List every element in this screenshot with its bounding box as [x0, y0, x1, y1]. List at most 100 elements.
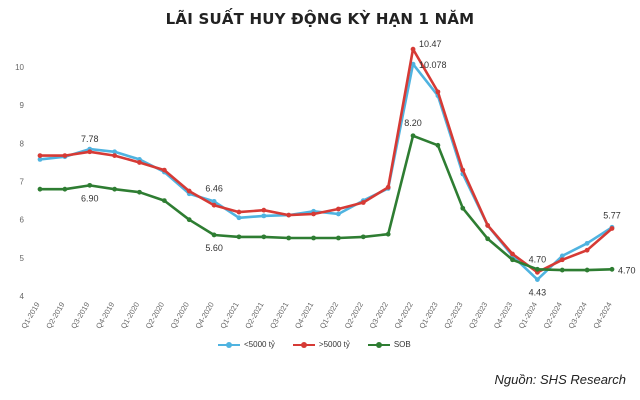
x-tick-label: Q2-2019: [44, 301, 66, 331]
legend-item-over-5000: >5000 tỷ: [292, 340, 350, 349]
x-tick-label: Q4-2021: [293, 301, 315, 331]
data-point: [236, 234, 242, 240]
data-point: [211, 232, 217, 238]
x-tick-label: Q2-2023: [442, 301, 464, 331]
data-point: [609, 226, 615, 231]
legend-label-under-5000: <5000 tỷ: [244, 340, 275, 349]
data-point: [336, 211, 341, 217]
data-point: [584, 247, 590, 253]
data-point: [62, 153, 68, 158]
data-label: 10.47: [419, 39, 442, 49]
data-label: 5.77: [603, 210, 621, 220]
series-line: [39, 62, 613, 281]
data-point: [236, 215, 242, 221]
data-point: [584, 267, 590, 273]
y-tick-label: 10: [15, 63, 24, 72]
x-tick-label: Q1-2020: [119, 301, 141, 331]
x-tick-label: Q3-2019: [69, 301, 91, 331]
y-tick-label: 9: [20, 101, 25, 110]
data-point: [510, 257, 515, 263]
data-point: [161, 198, 167, 204]
data-point: [336, 206, 341, 212]
series-line: [40, 134, 613, 272]
data-point: [261, 213, 267, 219]
x-tick-label: Q3-2022: [368, 301, 390, 331]
data-point: [311, 211, 316, 217]
data-label: 8.20: [404, 118, 422, 128]
data-point: [385, 184, 391, 190]
data-point: [186, 217, 192, 223]
x-tick-label: Q1-2023: [417, 301, 439, 331]
data-point: [137, 160, 142, 165]
data-label: 6.90: [81, 193, 99, 203]
data-point: [336, 235, 341, 241]
data-point: [311, 235, 316, 241]
data-point: [559, 267, 565, 273]
x-tick-label: Q2-2024: [542, 301, 564, 331]
data-label: 5.60: [205, 243, 223, 253]
data-point: [87, 182, 93, 188]
data-point: [211, 198, 217, 204]
data-point: [609, 266, 615, 272]
x-tick-label: Q2-2021: [243, 301, 265, 331]
data-point: [62, 186, 68, 192]
data-point: [87, 149, 93, 155]
data-label: 7.78: [81, 134, 99, 144]
data-point: [510, 251, 515, 257]
y-tick-label: 4: [20, 292, 25, 301]
data-point: [137, 189, 142, 195]
x-tick-label: Q4-2020: [193, 301, 215, 331]
x-tick-label: Q2-2020: [144, 301, 166, 331]
data-point: [211, 202, 217, 208]
x-tick-label: Q3-2023: [467, 301, 489, 331]
legend-swatch-sob: [367, 341, 390, 348]
data-point: [534, 266, 540, 272]
data-point: [261, 207, 267, 213]
data-point: [360, 234, 366, 240]
data-label: 4.70: [618, 265, 636, 275]
legend-swatch-under-5000: [218, 341, 240, 348]
x-tick-label: Q3-2021: [268, 301, 290, 331]
x-tick-label: Q1-2024: [517, 301, 539, 331]
data-label: 4.43: [529, 288, 547, 298]
data-point: [112, 186, 118, 192]
x-tick-label: Q3-2024: [566, 301, 588, 331]
legend-item-sob: SOB: [367, 340, 411, 349]
y-tick-label: 6: [20, 216, 25, 225]
y-tick-label: 5: [20, 254, 25, 263]
data-point: [236, 209, 242, 215]
data-point: [286, 235, 292, 241]
y-tick-label: 7: [20, 178, 25, 187]
data-point: [286, 212, 292, 218]
data-point: [559, 257, 565, 263]
x-tick-label: Q4-2023: [492, 301, 514, 331]
data-point: [161, 167, 167, 173]
data-label: 4.70: [529, 254, 547, 264]
data-point: [37, 153, 43, 158]
data-point: [37, 157, 43, 162]
data-point: [460, 205, 466, 211]
chart-title: LÃI SUẤT HUY ĐỘNG KỲ HẠN 1 NĂM: [165, 10, 475, 28]
data-point: [112, 149, 118, 155]
data-point: [584, 240, 590, 246]
x-tick-label: Q4-2024: [591, 301, 613, 331]
data-point: [534, 277, 540, 282]
x-tick-label: Q1-2022: [318, 301, 340, 331]
y-tick-label: 8: [20, 139, 25, 148]
data-point: [485, 236, 491, 242]
data-point: [261, 234, 267, 240]
data-label: 10.078: [419, 60, 447, 70]
data-point: [460, 167, 466, 173]
data-point: [485, 223, 491, 228]
data-point: [410, 133, 416, 139]
legend-swatch-over-5000: [292, 341, 315, 348]
x-tick-label: Q4-2019: [94, 301, 116, 331]
legend-label-over-5000: >5000 tỷ: [318, 340, 350, 349]
data-point: [435, 142, 441, 148]
data-point: [385, 231, 391, 237]
data-point: [112, 153, 118, 158]
legend-item-under-5000: <5000 tỷ: [218, 340, 275, 349]
data-point: [435, 89, 441, 95]
data-point: [360, 200, 366, 205]
